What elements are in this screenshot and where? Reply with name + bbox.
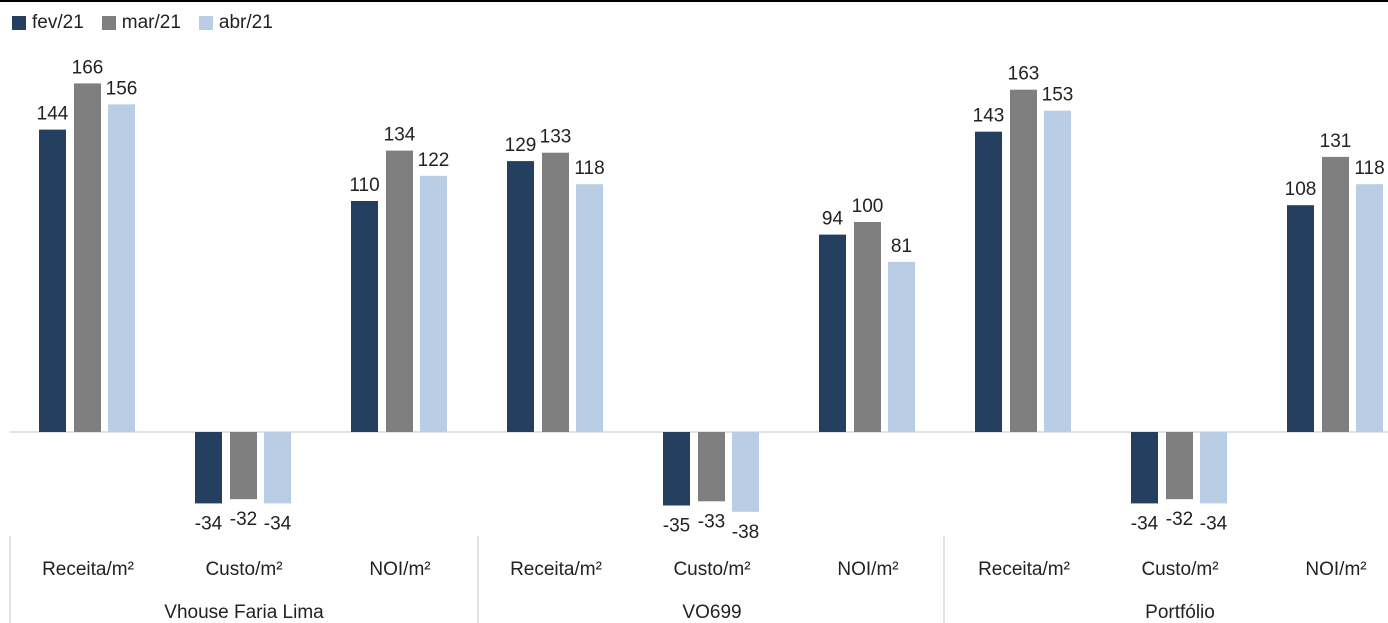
data-label: -34 xyxy=(1131,513,1159,534)
bar-mar21-3 xyxy=(542,152,569,432)
category-label: NOI/m² xyxy=(1305,559,1366,580)
data-label: 81 xyxy=(891,236,912,257)
bar-fev21-3 xyxy=(507,161,534,432)
bar-abr21-0 xyxy=(108,104,135,433)
data-label: 131 xyxy=(1320,131,1352,152)
category-label: NOI/m² xyxy=(837,559,898,580)
data-label: -32 xyxy=(1166,509,1193,530)
data-label: -33 xyxy=(698,511,725,532)
category-label: Custo/m² xyxy=(205,559,282,580)
data-label: 153 xyxy=(1042,85,1074,106)
data-label: 94 xyxy=(822,209,844,230)
data-label: 163 xyxy=(1008,64,1040,85)
bar-abr21-1 xyxy=(264,432,291,504)
data-label: 118 xyxy=(1354,158,1384,179)
bar-mar21-1 xyxy=(230,432,257,500)
bar-fev21-8 xyxy=(1287,205,1314,432)
bar-mar21-2 xyxy=(386,150,413,432)
bar-mar21-8 xyxy=(1322,156,1349,432)
bar-mar21-0 xyxy=(74,83,101,433)
legend-swatch-mar21 xyxy=(101,16,116,30)
data-label: 122 xyxy=(418,150,450,171)
data-label: 110 xyxy=(349,175,379,196)
bar-fev21-4 xyxy=(663,432,690,506)
category-label: Custo/m² xyxy=(673,559,750,580)
data-label: 166 xyxy=(72,57,104,78)
bar-mar21-7 xyxy=(1166,432,1193,500)
data-label: -38 xyxy=(732,522,759,543)
data-label: -34 xyxy=(1200,513,1228,534)
data-label: -35 xyxy=(663,516,690,537)
legend-swatch-abr21 xyxy=(198,16,213,30)
legend-item-fev21: fev/21 xyxy=(12,12,84,34)
bar-abr21-8 xyxy=(1356,184,1383,432)
data-label: 129 xyxy=(505,135,537,156)
data-label: 108 xyxy=(1285,179,1317,200)
data-label: 133 xyxy=(540,127,572,148)
bar-fev21-1 xyxy=(195,432,222,504)
data-label: -34 xyxy=(264,513,292,534)
category-label: Receita/m² xyxy=(510,559,602,580)
data-label: 144 xyxy=(37,104,69,125)
bar-mar21-5 xyxy=(854,222,881,432)
bar-mar21-4 xyxy=(698,432,725,502)
bar-fev21-7 xyxy=(1131,432,1158,504)
group-label: Vhouse Faria Lima xyxy=(164,602,324,623)
data-label: 143 xyxy=(973,106,1005,127)
bar-abr21-5 xyxy=(888,261,915,432)
data-label: 134 xyxy=(384,125,416,146)
data-label: 100 xyxy=(852,196,884,217)
bar-fev21-2 xyxy=(351,201,378,432)
data-label: 156 xyxy=(106,78,138,99)
legend-label-mar21: mar/21 xyxy=(121,12,181,33)
bar-fev21-0 xyxy=(39,129,66,432)
data-label: -32 xyxy=(230,509,257,530)
bar-abr21-7 xyxy=(1200,432,1227,504)
category-label: Receita/m² xyxy=(42,559,134,580)
bar-abr21-6 xyxy=(1044,110,1071,432)
group-label: VO699 xyxy=(682,602,741,623)
bar-abr21-3 xyxy=(576,184,603,432)
category-label: NOI/m² xyxy=(369,559,430,580)
bar-abr21-4 xyxy=(732,432,759,512)
legend: fev/21 mar/21 abr/21 xyxy=(12,12,273,34)
bar-mar21-6 xyxy=(1010,89,1037,432)
legend-item-abr21: abr/21 xyxy=(198,12,273,34)
top-rule xyxy=(0,0,1388,2)
bar-abr21-2 xyxy=(420,175,447,433)
data-label: 118 xyxy=(574,158,604,179)
category-label: Receita/m² xyxy=(978,559,1070,580)
bar-fev21-5 xyxy=(819,234,846,432)
legend-item-mar21: mar/21 xyxy=(101,12,181,34)
data-label: -34 xyxy=(195,513,223,534)
legend-label-fev21: fev/21 xyxy=(32,12,84,33)
group-label: Portfólio xyxy=(1145,602,1215,623)
bar-fev21-6 xyxy=(975,131,1002,432)
category-label: Custo/m² xyxy=(1141,559,1218,580)
legend-label-abr21: abr/21 xyxy=(218,12,273,33)
legend-swatch-fev21 xyxy=(12,16,26,30)
